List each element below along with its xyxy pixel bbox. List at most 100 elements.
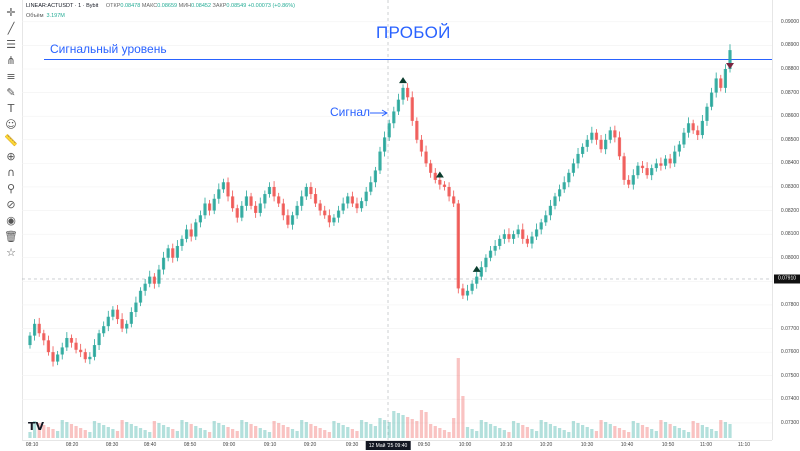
- volume-bar: [415, 421, 419, 438]
- volume-bar: [433, 426, 437, 438]
- candle-body: [392, 111, 396, 124]
- volume-bar: [700, 425, 704, 438]
- volume-bar: [369, 424, 373, 438]
- candle-body: [254, 205, 258, 213]
- time-tick-label: 08:10: [25, 442, 39, 448]
- volume-bar: [401, 415, 405, 438]
- time-tick-label: 09:50: [417, 442, 431, 448]
- candle-body: [608, 130, 612, 140]
- candle-body: [373, 170, 378, 183]
- price-tick-label: 0.08200: [780, 207, 799, 214]
- candle-body: [369, 182, 373, 192]
- candle-body: [277, 196, 281, 204]
- volume-bar: [640, 425, 645, 438]
- signal-arrow-head: [381, 109, 388, 117]
- time-axis[interactable]: 12 Май '25 09:40 08:10 08:20 08:30 08:40 08:…: [22, 440, 772, 451]
- trend-line-icon[interactable]: ╱: [7, 21, 15, 35]
- candle-body: [396, 99, 401, 112]
- volume-bar: [562, 430, 566, 438]
- low-label: МИН: [178, 3, 192, 9]
- candle-body: [244, 196, 249, 206]
- price-tick-label: 0.08900: [780, 42, 799, 49]
- candle-body: [488, 250, 493, 258]
- volume-bar: [355, 431, 359, 438]
- candle-body: [447, 186, 451, 197]
- candle-body: [184, 229, 189, 239]
- buy-signal-marker: [399, 77, 408, 84]
- star-icon[interactable]: ☆: [6, 245, 16, 259]
- trash-icon[interactable]: 🗑: [4, 229, 18, 243]
- volume-bar: [46, 427, 51, 438]
- volume-bar: [696, 423, 700, 438]
- brush-icon[interactable]: ✎: [6, 85, 16, 99]
- price-tick-label: 0.08600: [780, 113, 799, 120]
- price-tick-label: 0.08800: [780, 65, 799, 72]
- lock-drawings-icon[interactable]: ⚲: [6, 181, 16, 195]
- price-tick-label: 0.07800: [780, 301, 799, 308]
- candle-body: [714, 78, 718, 93]
- volume-bar: [442, 430, 447, 438]
- candle-body: [429, 163, 433, 173]
- candle-body: [327, 215, 331, 223]
- volume-bar: [396, 413, 401, 438]
- candle-body: [401, 87, 405, 100]
- candle-body: [663, 158, 668, 166]
- pitchfork-icon[interactable]: ⋔: [6, 53, 16, 67]
- candle-body: [553, 196, 557, 206]
- candle-body: [203, 203, 207, 216]
- emoji-icon[interactable]: ☺: [5, 117, 17, 131]
- text-icon[interactable]: T: [7, 101, 15, 115]
- candle-body: [599, 139, 603, 150]
- signal-annotation[interactable]: Сигнал: [330, 105, 371, 119]
- horizontal-lines-icon[interactable]: ☰: [6, 37, 16, 51]
- signal-level-annotation[interactable]: Сигнальный уровень: [50, 42, 167, 56]
- candle-body: [28, 335, 32, 346]
- candle-body: [226, 182, 230, 197]
- hide-icon[interactable]: ⊘: [6, 197, 16, 211]
- symbol-label[interactable]: LINEAR:ACTUSDT · 1 · Bybit: [26, 3, 99, 9]
- candle-body: [304, 186, 308, 197]
- zoom-icon[interactable]: ⊕: [6, 149, 16, 163]
- tradingview-logo-icon[interactable]: TV: [28, 420, 45, 433]
- high-value: 0.08659: [157, 3, 178, 9]
- eye-icon[interactable]: ◉: [6, 213, 16, 227]
- ruler-icon[interactable]: 📏: [4, 133, 18, 147]
- candle-body: [705, 106, 709, 121]
- candle-body: [332, 217, 336, 223]
- volume-bar: [184, 422, 189, 438]
- volume-bar: [705, 427, 709, 438]
- volume-bar: [313, 426, 318, 438]
- candle-body: [207, 203, 212, 211]
- candle-body: [106, 316, 110, 327]
- candle-body: [433, 172, 437, 180]
- candle-body: [125, 323, 129, 329]
- magnet-icon[interactable]: ∩: [6, 165, 16, 179]
- volume-bar: [83, 430, 87, 438]
- volume-bar: [336, 423, 341, 438]
- ohlc-readout: ОТКР0.08478 МАКС0.08659 МИН0.08452 ЗАКР0…: [106, 3, 295, 9]
- candle-body: [97, 333, 101, 346]
- candle-body: [175, 245, 179, 258]
- volume-bar: [613, 426, 617, 438]
- candle-body: [74, 342, 78, 350]
- candle-body: [461, 288, 465, 296]
- fib-icon[interactable]: ≡: [6, 69, 16, 83]
- volume-bar: [175, 431, 179, 438]
- volume-bar: [60, 420, 64, 438]
- volume-bar: [576, 423, 580, 438]
- candle-body: [180, 238, 184, 246]
- volume-bar: [590, 429, 594, 438]
- candle-body: [493, 245, 497, 251]
- price-axis[interactable]: 0.09000 0.08900 0.08800 0.08700 0.08600 0.085…: [772, 0, 800, 440]
- candle-body: [719, 78, 723, 88]
- candle-body: [406, 87, 410, 98]
- breakout-annotation[interactable]: ПРОБОЙ: [376, 23, 451, 42]
- volume-bar: [42, 425, 46, 438]
- candle-body: [83, 352, 87, 360]
- candle-body: [636, 165, 640, 176]
- volume-bar: [470, 429, 474, 438]
- crosshair-icon[interactable]: ✛: [6, 5, 16, 19]
- volume-bar: [673, 426, 677, 438]
- candle-body: [452, 196, 456, 204]
